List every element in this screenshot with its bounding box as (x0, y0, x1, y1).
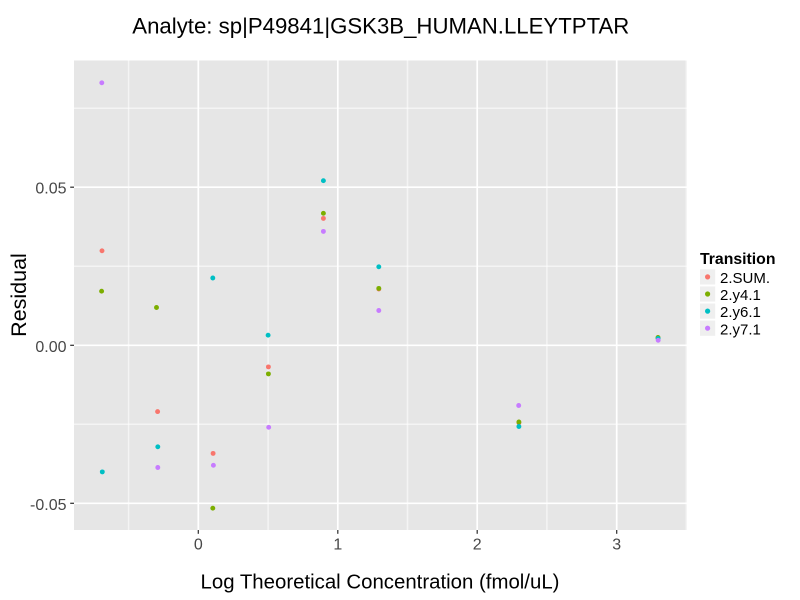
svg-text:Transition: Transition (700, 251, 775, 268)
svg-text:Residual: Residual (7, 253, 31, 337)
svg-text:2: 2 (473, 536, 482, 553)
svg-text:Log Theoretical Concentration: Log Theoretical Concentration (fmol/uL) (201, 572, 560, 594)
svg-text:2.SUM.: 2.SUM. (720, 270, 770, 287)
svg-text:1: 1 (333, 536, 342, 553)
svg-text:3: 3 (612, 536, 621, 553)
svg-text:Analyte: sp|P49841|GSK3B_HUMAN: Analyte: sp|P49841|GSK3B_HUMAN.LLEYTPTAR (132, 14, 629, 39)
svg-text:0.05: 0.05 (35, 181, 66, 198)
svg-text:0.00: 0.00 (35, 339, 66, 356)
svg-text:2.y6.1: 2.y6.1 (720, 304, 761, 321)
svg-text:0: 0 (194, 536, 203, 553)
svg-text:-0.05: -0.05 (30, 497, 67, 514)
svg-text:2.y7.1: 2.y7.1 (720, 321, 761, 338)
svg-text:2.y4.1: 2.y4.1 (720, 287, 761, 304)
